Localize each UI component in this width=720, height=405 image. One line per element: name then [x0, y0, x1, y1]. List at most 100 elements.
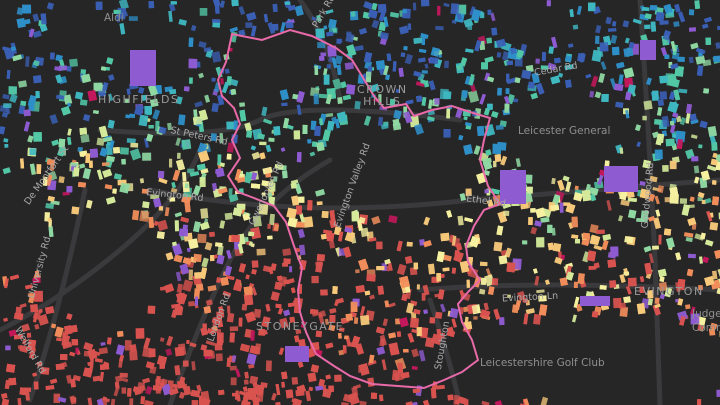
building-footprint — [416, 284, 420, 290]
building-footprint — [248, 363, 255, 369]
building-footprint — [642, 115, 647, 121]
building-footprint — [128, 16, 138, 21]
building-footprint — [533, 313, 542, 325]
building-footprint — [389, 98, 396, 107]
building-footprint — [396, 263, 407, 276]
building-footprint — [205, 299, 213, 306]
building-footprint — [354, 45, 364, 52]
building-footprint — [219, 133, 224, 144]
building-footprint — [228, 193, 239, 203]
label-leicester-general: Leicester General — [518, 125, 611, 137]
building-footprint — [470, 83, 477, 93]
building-footprint — [521, 69, 532, 80]
building-footprint — [329, 241, 336, 249]
building-footprint — [194, 101, 203, 108]
building-footprint — [251, 151, 261, 160]
building-footprint — [473, 316, 478, 320]
building-footprint — [620, 199, 630, 207]
building-footprint — [324, 318, 330, 325]
building-footprint — [313, 93, 319, 105]
building-footprint — [316, 253, 326, 262]
building-footprint — [309, 151, 316, 157]
building-footprint — [224, 68, 230, 74]
building-footprint — [659, 91, 668, 100]
building-footprint — [69, 58, 78, 68]
building-footprint — [507, 294, 511, 298]
building-footprint — [438, 53, 442, 58]
building-footprint — [712, 270, 718, 280]
building-footprint — [540, 396, 549, 405]
building-footprint — [379, 338, 386, 347]
building-footprint — [21, 323, 31, 332]
building-footprint — [525, 64, 534, 73]
building-footprint — [198, 41, 207, 49]
building-footprint — [89, 358, 94, 369]
building-footprint — [229, 326, 239, 332]
building-footprint — [377, 116, 384, 127]
building-footprint — [100, 341, 106, 346]
building-footprint — [46, 2, 55, 10]
building-footprint — [27, 292, 32, 298]
building-footprint — [126, 138, 136, 144]
building-footprint — [269, 213, 275, 226]
building-footprint — [484, 72, 491, 82]
building-footprint — [291, 376, 299, 385]
building-footprint — [478, 288, 486, 295]
building-footprint — [371, 19, 380, 29]
building-footprint — [215, 353, 223, 362]
building-footprint — [369, 83, 380, 93]
building-footprint — [648, 253, 654, 264]
building-footprint — [204, 94, 211, 103]
building-footprint — [256, 248, 266, 256]
building-footprint — [200, 344, 208, 352]
building-footprint — [380, 123, 389, 130]
building-footprint — [168, 10, 173, 22]
building-footprint — [32, 13, 40, 22]
building-footprint — [182, 279, 194, 292]
building-footprint — [451, 235, 457, 246]
building-footprint — [190, 24, 197, 32]
building-footprint — [496, 52, 502, 58]
building-footprint — [169, 158, 173, 168]
building-footprint — [226, 142, 235, 153]
building-footprint — [595, 25, 602, 34]
building-footprint — [129, 148, 142, 161]
building-footprint — [96, 137, 105, 146]
building-footprint — [175, 271, 182, 282]
building-footprint — [440, 303, 446, 313]
building-footprint — [643, 100, 653, 110]
label-highfields: HIGHFIELDS — [98, 93, 180, 106]
building-footprint — [298, 244, 306, 256]
building-footprint — [233, 284, 243, 292]
building-footprint — [659, 119, 667, 129]
building-footprint — [227, 305, 231, 314]
building-footprint — [189, 342, 197, 348]
building-footprint — [623, 296, 632, 304]
building-footprint — [197, 233, 207, 244]
building-footprint — [418, 349, 426, 362]
building-footprint — [159, 337, 165, 342]
building-footprint — [204, 241, 213, 251]
building-footprint — [77, 147, 83, 152]
building-footprint — [148, 125, 154, 129]
building-footprint — [693, 165, 700, 174]
label-leicestershire-golf-club: Leicestershire Golf Club — [480, 357, 605, 369]
building-footprint — [19, 303, 27, 309]
building-footprint — [188, 301, 195, 307]
building-footprint — [654, 195, 660, 205]
building-footprint — [250, 171, 258, 181]
building-footprint — [354, 100, 361, 110]
building-footprint — [261, 106, 268, 117]
building-footprint — [318, 93, 328, 99]
building-footprint — [129, 398, 134, 405]
building-footprint — [503, 210, 510, 216]
building-footprint — [207, 285, 217, 292]
building-footprint — [32, 30, 42, 38]
building-footprint — [329, 315, 336, 323]
building-footprint — [121, 387, 127, 394]
building-footprint — [267, 223, 271, 230]
building-footprint — [536, 289, 545, 294]
building-footprint — [243, 379, 249, 385]
building-footprint — [294, 5, 304, 17]
